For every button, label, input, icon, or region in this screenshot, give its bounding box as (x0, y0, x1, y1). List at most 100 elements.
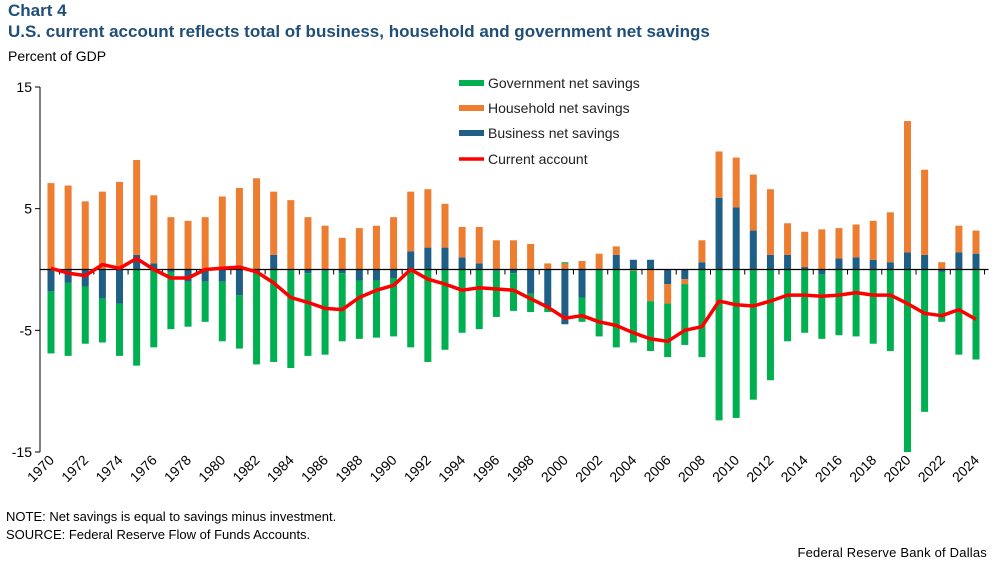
business-bar-1976 (150, 263, 158, 270)
business-bar-1970 (47, 269, 55, 292)
business-bar-2009 (715, 197, 723, 270)
government-bar-1998 (527, 293, 535, 313)
current-account-line (50, 256, 977, 344)
household-bar-1986 (321, 225, 329, 270)
legend-swatch-household (459, 105, 484, 111)
government-bar-1983 (270, 269, 278, 362)
business-bar-1997 (510, 269, 517, 274)
government-bar-2011 (749, 269, 757, 400)
household-bar-2007 (681, 279, 689, 285)
business-bar-1979 (201, 269, 209, 282)
government-bar-1980 (218, 281, 226, 342)
government-bar-2008 (698, 269, 706, 358)
government-bar-2012 (766, 269, 774, 381)
government-bar-1995 (475, 269, 483, 330)
business-bar-2007 (681, 269, 689, 280)
business-bar-2006 (664, 269, 672, 285)
household-bar-2013 (784, 223, 792, 255)
footnotes: NOTE: Net savings is equal to savings mi… (6, 508, 336, 544)
household-bar-2009 (715, 151, 723, 198)
x-tick-label: 1992 (401, 452, 434, 485)
business-bar-1998 (527, 269, 535, 294)
business-bar-1993 (441, 247, 449, 270)
legend-label-business: Business net savings (488, 125, 620, 141)
business-bar-1986 (321, 269, 329, 271)
household-bar-1993 (441, 203, 449, 248)
legend-swatch-business (459, 130, 484, 136)
government-bar-2016 (835, 269, 843, 336)
x-tick-label: 2004 (606, 452, 639, 485)
legend-label-household: Household net savings (488, 100, 630, 116)
business-bar-1996 (492, 269, 500, 271)
x-tick-label: 1996 (469, 452, 502, 485)
government-bar-1970 (47, 291, 55, 354)
household-bar-1981 (235, 187, 243, 270)
business-bar-2014 (801, 267, 809, 270)
household-bar-2021 (921, 169, 929, 255)
business-bar-1991 (407, 251, 415, 270)
business-bar-1973 (98, 269, 106, 299)
x-tick-label: 2006 (640, 452, 673, 485)
government-bar-1994 (458, 269, 466, 333)
x-tick-label: 1972 (58, 452, 91, 485)
government-bar-1971 (64, 282, 72, 356)
government-bar-1973 (98, 298, 106, 343)
household-bar-1984 (287, 200, 295, 270)
y-tick-label: -5 (20, 322, 33, 338)
government-bar-1976 (150, 269, 158, 348)
household-bar-1970 (47, 183, 55, 270)
business-bar-1977 (167, 269, 175, 272)
x-tick-label: 2002 (572, 452, 605, 485)
government-bar-1982 (253, 271, 261, 365)
government-bar-1975 (133, 269, 141, 366)
household-bar-2018 (869, 220, 877, 260)
government-bar-2022 (938, 271, 946, 322)
household-bar-1979 (201, 217, 209, 270)
household-bar-2023 (955, 225, 963, 253)
y-axis-unit-label: Percent of GDP (8, 48, 107, 64)
government-bar-2010 (732, 269, 740, 418)
y-tick-label: 5 (24, 201, 32, 217)
government-bar-2018 (869, 269, 877, 344)
government-bar-2017 (852, 269, 860, 337)
household-bar-2006 (664, 284, 672, 304)
business-bar-2016 (835, 258, 843, 270)
household-bar-1987 (338, 237, 346, 270)
government-bar-1984 (287, 270, 295, 369)
government-bar-2004 (629, 270, 637, 343)
business-bar-1985 (304, 269, 312, 274)
x-tick-label: 1980 (195, 452, 228, 485)
household-bar-1976 (150, 195, 158, 264)
business-bar-1972 (81, 269, 89, 287)
bars-layer (47, 121, 980, 452)
current-account-line-layer (50, 256, 977, 344)
business-bar-1974 (116, 269, 124, 304)
source-text: SOURCE: Federal Reserve Flow of Funds Ac… (6, 527, 311, 542)
business-bar-2022 (938, 269, 946, 272)
business-bar-2008 (698, 262, 706, 270)
business-bar-1999 (544, 269, 552, 308)
x-tick-label: 1976 (127, 452, 160, 485)
x-tick-label: 2010 (709, 452, 742, 485)
business-bar-1992 (424, 247, 432, 270)
business-bar-2021 (921, 254, 929, 270)
household-bar-1989 (372, 225, 380, 270)
x-tick-label: 1986 (298, 452, 331, 485)
household-bar-2010 (732, 157, 740, 208)
business-bar-2005 (647, 259, 655, 270)
government-bar-1972 (81, 286, 89, 344)
government-bar-1992 (424, 269, 432, 362)
legend-label-government: Government net savings (488, 75, 640, 91)
household-bar-1997 (510, 240, 517, 270)
business-bar-2024 (972, 253, 980, 270)
government-bar-2000 (561, 262, 569, 264)
government-bar-2024 (972, 269, 980, 360)
household-bar-2001 (578, 260, 586, 270)
household-bar-1994 (458, 226, 466, 258)
household-bar-2000 (561, 263, 569, 270)
household-bar-1978 (184, 220, 192, 270)
x-tick-label: 2014 (777, 452, 810, 485)
business-bar-1971 (64, 269, 72, 283)
government-bar-1991 (407, 269, 415, 348)
household-bar-1999 (544, 263, 552, 270)
